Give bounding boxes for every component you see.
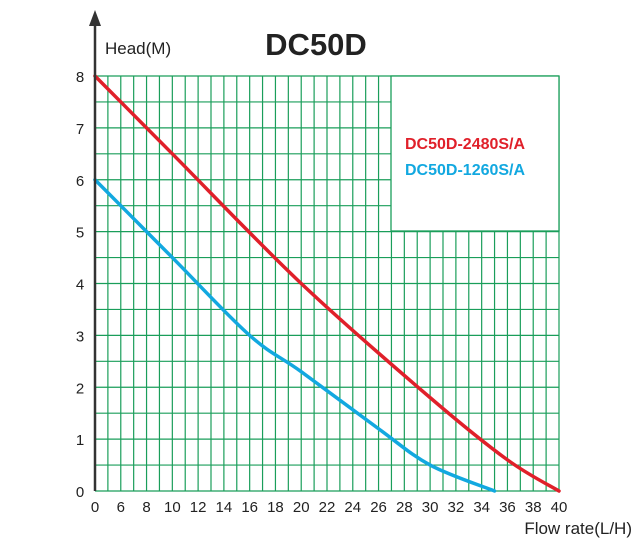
x-tick-label: 14 — [216, 499, 233, 516]
y-tick-labels: 0 1 2 3 4 5 6 7 8 — [76, 69, 84, 501]
y-tick-label: 1 — [76, 432, 84, 449]
x-tick-label: 32 — [448, 499, 465, 516]
x-tick-label: 12 — [190, 499, 207, 516]
y-tick-label: 5 — [76, 225, 84, 242]
x-tick-label: 26 — [370, 499, 387, 516]
series-line-2480 — [93, 74, 561, 493]
x-tick-labels: 0 6 8 10 12 14 16 18 20 22 24 26 28 30 32 34 36 38 40 — [91, 499, 568, 516]
x-axis-label: Flow rate(L/H) — [524, 519, 632, 538]
x-tick-label: 16 — [241, 499, 258, 516]
x-tick-label: 28 — [396, 499, 413, 516]
y-axis-arrow-icon — [89, 10, 101, 26]
y-tick-label: 8 — [76, 69, 84, 86]
x-tick-label: 30 — [422, 499, 439, 516]
legend-box — [390, 75, 560, 232]
y-tick-label: 7 — [76, 121, 84, 138]
x-tick-label: 8 — [142, 499, 150, 516]
x-tick-label: 36 — [499, 499, 516, 516]
x-tick-label: 40 — [551, 499, 568, 516]
x-tick-label: 22 — [319, 499, 336, 516]
legend-entry-2480: DC50D-2480S/A — [405, 136, 526, 153]
x-tick-label: 10 — [164, 499, 181, 516]
series-line-1260 — [93, 178, 497, 493]
y-tick-label: 2 — [76, 380, 84, 397]
chart-title: DC50D — [265, 27, 367, 62]
legend-entry-1260: DC50D-1260S/A — [405, 162, 526, 179]
x-tick-label: 24 — [344, 499, 361, 516]
series-lines — [93, 74, 561, 493]
y-tick-label: 3 — [76, 328, 84, 345]
x-tick-label: 20 — [293, 499, 310, 516]
x-tick-label: 38 — [525, 499, 542, 516]
x-tick-label: 0 — [91, 499, 99, 516]
y-axis-label: Head(M) — [105, 39, 171, 58]
grid — [94, 75, 560, 492]
x-tick-label: 6 — [117, 499, 125, 516]
y-tick-label: 4 — [76, 277, 84, 294]
y-tick-label: 0 — [76, 484, 84, 501]
y-tick-label: 6 — [76, 173, 84, 190]
x-tick-label: 34 — [473, 499, 490, 516]
x-tick-label: 18 — [267, 499, 284, 516]
